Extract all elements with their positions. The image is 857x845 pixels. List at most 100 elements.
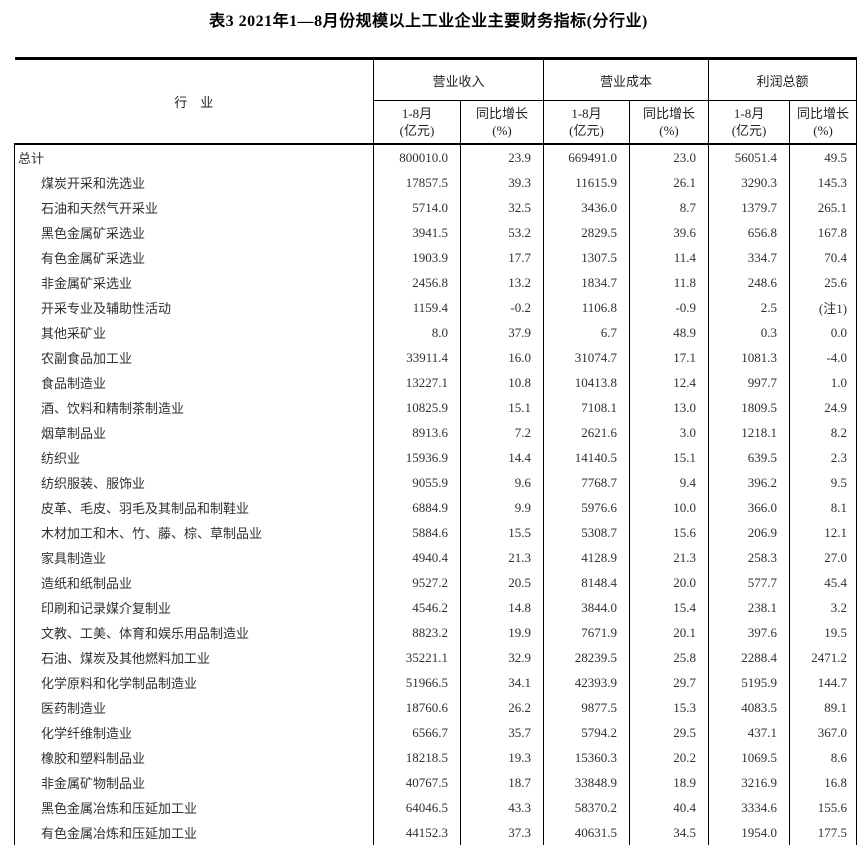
table-row: 烟草制品业 8913.6 7.2 2621.6 3.0 1218.1 8.2 — [14, 420, 857, 445]
value-cell: 4083.5 — [708, 695, 790, 720]
value-cell: 15.5 — [459, 520, 544, 545]
value-cell: 5195.9 — [708, 670, 790, 695]
value-cell: 40631.5 — [543, 820, 630, 845]
value-cell: 34.1 — [459, 670, 544, 695]
value-cell: 1809.5 — [708, 395, 790, 420]
industry-cell: 黑色金属矿采选业 — [14, 220, 374, 245]
value-cell: 6566.7 — [373, 720, 461, 745]
value-cell: 37.9 — [459, 320, 544, 345]
value-cell: 334.7 — [708, 245, 790, 270]
industry-cell: 橡胶和塑料制品业 — [14, 745, 374, 770]
table-row: 黑色金属矿采选业 3941.5 53.2 2829.5 39.6 656.8 167.8 — [14, 220, 857, 245]
value-cell: 43.3 — [459, 795, 544, 820]
table-row: 皮革、毛皮、羽毛及其制品和制鞋业 6884.9 9.9 5976.6 10.0 366.0… — [14, 495, 857, 520]
table-row: 非金属矿采选业 2456.8 13.2 1834.7 11.8 248.6 25.6 — [14, 270, 857, 295]
industry-cell: 石油、煤炭及其他燃料加工业 — [14, 645, 374, 670]
financial-indicators-table: 行 业 营业收入 营业成本 利润总额 1-8月 (亿元) 同比增长 (%) 1-… — [14, 57, 857, 845]
value-cell: 4940.4 — [373, 545, 461, 570]
table-row: 木材加工和木、竹、藤、棕、草制品业 5884.6 15.5 5308.7 15.6 206… — [14, 520, 857, 545]
value-cell: 155.6 — [789, 795, 857, 820]
value-cell: 7671.9 — [543, 620, 630, 645]
industry-cell: 酒、饮料和精制茶制造业 — [14, 395, 374, 420]
table-row: 黑色金属冶炼和压延加工业 64046.5 43.3 58370.2 40.4 3334.6… — [14, 795, 857, 820]
value-cell: -4.0 — [789, 345, 857, 370]
value-cell: 23.0 — [629, 144, 709, 170]
value-cell: 12.1 — [789, 520, 857, 545]
value-cell: 28239.5 — [543, 645, 630, 670]
sub-header-line2: (%) — [659, 123, 679, 138]
industry-cell: 非金属矿采选业 — [14, 270, 374, 295]
value-cell: 8148.4 — [543, 570, 630, 595]
value-cell: 17.7 — [459, 245, 544, 270]
value-cell: 40767.5 — [373, 770, 461, 795]
table-row: 医药制造业 18760.6 26.2 9877.5 15.3 4083.5 89.1 — [14, 695, 857, 720]
value-cell: 177.5 — [789, 820, 857, 845]
industry-cell: 石油和天然气开采业 — [14, 195, 374, 220]
value-cell: 8913.6 — [373, 420, 461, 445]
value-cell: 3.2 — [789, 595, 857, 620]
value-cell: 15.4 — [629, 595, 709, 620]
value-cell: 2621.6 — [543, 420, 630, 445]
value-cell: 2829.5 — [543, 220, 630, 245]
value-cell: 23.9 — [459, 144, 544, 170]
sub-header-line2: (%) — [813, 123, 833, 138]
value-cell: 11.4 — [629, 245, 709, 270]
value-cell: 18218.5 — [373, 745, 461, 770]
profit-growth-header: 同比增长 (%) — [789, 100, 857, 145]
value-cell: 56051.4 — [708, 144, 790, 170]
table-row: 造纸和纸制品业 9527.2 20.5 8148.4 20.0 577.7 45.4 — [14, 570, 857, 595]
industry-cell: 家具制造业 — [14, 545, 374, 570]
value-cell: 2.3 — [789, 445, 857, 470]
value-cell: 32.9 — [459, 645, 544, 670]
industry-cell: 有色金属冶炼和压延加工业 — [14, 820, 374, 845]
value-cell: 45.4 — [789, 570, 857, 595]
table-row: 酒、饮料和精制茶制造业 10825.9 15.1 7108.1 13.0 1809.5 24… — [14, 395, 857, 420]
sub-header-line1: 同比增长 — [643, 106, 696, 121]
value-cell: 8.0 — [373, 320, 461, 345]
value-cell: 167.8 — [789, 220, 857, 245]
industry-cell: 纺织业 — [14, 445, 374, 470]
table-row: 橡胶和塑料制品业 18218.5 19.3 15360.3 20.2 1069.5 8.6 — [14, 745, 857, 770]
value-cell: 34.5 — [629, 820, 709, 845]
table-row: 有色金属矿采选业 1903.9 17.7 1307.5 11.4 334.7 70.4 — [14, 245, 857, 270]
industry-cell: 医药制造业 — [14, 695, 374, 720]
value-cell: 3941.5 — [373, 220, 461, 245]
value-cell: 10825.9 — [373, 395, 461, 420]
value-cell: 15360.3 — [543, 745, 630, 770]
value-cell: 9.6 — [459, 470, 544, 495]
value-cell: 15936.9 — [373, 445, 461, 470]
value-cell: 1069.5 — [708, 745, 790, 770]
industry-cell: 食品制造业 — [14, 370, 374, 395]
value-cell: 20.0 — [629, 570, 709, 595]
value-cell: 17857.5 — [373, 170, 461, 195]
value-cell: 4128.9 — [543, 545, 630, 570]
table-row: 家具制造业 4940.4 21.3 4128.9 21.3 258.3 27.0 — [14, 545, 857, 570]
value-cell: 5884.6 — [373, 520, 461, 545]
value-cell: 44152.3 — [373, 820, 461, 845]
value-cell: 19.5 — [789, 620, 857, 645]
value-cell: 21.3 — [629, 545, 709, 570]
value-cell: 656.8 — [708, 220, 790, 245]
industry-cell: 农副食品加工业 — [14, 345, 374, 370]
table-row: 有色金属冶炼和压延加工业 44152.3 37.3 40631.5 34.5 1954.0… — [14, 820, 857, 845]
value-cell: 18.7 — [459, 770, 544, 795]
value-cell: 7.2 — [459, 420, 544, 445]
value-cell: 639.5 — [708, 445, 790, 470]
value-cell: 26.1 — [629, 170, 709, 195]
cost-amount-header: 1-8月 (亿元) — [543, 100, 630, 145]
industry-cell: 木材加工和木、竹、藤、棕、草制品业 — [14, 520, 374, 545]
value-cell: 5308.7 — [543, 520, 630, 545]
value-cell: 0.0 — [789, 320, 857, 345]
value-cell: 48.9 — [629, 320, 709, 345]
value-cell: 6.7 — [543, 320, 630, 345]
value-cell: 3290.3 — [708, 170, 790, 195]
value-cell: 20.2 — [629, 745, 709, 770]
value-cell: 12.4 — [629, 370, 709, 395]
value-cell: 5714.0 — [373, 195, 461, 220]
value-cell: 3.0 — [629, 420, 709, 445]
value-cell: 7108.1 — [543, 395, 630, 420]
value-cell: 1379.7 — [708, 195, 790, 220]
value-cell: 3436.0 — [543, 195, 630, 220]
value-cell: 49.5 — [789, 144, 857, 170]
table-row: 石油和天然气开采业 5714.0 32.5 3436.0 8.7 1379.7 265.1 — [14, 195, 857, 220]
